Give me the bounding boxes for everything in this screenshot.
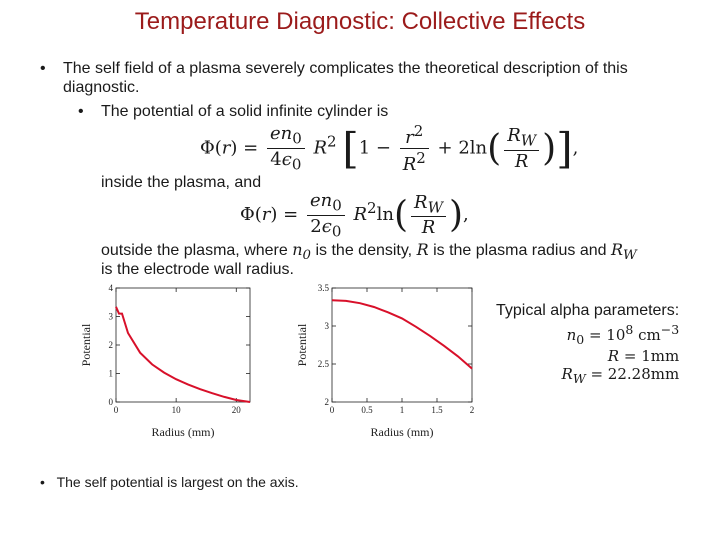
y-tick-label: 2 bbox=[109, 340, 114, 350]
y-tick-label: 2 bbox=[325, 397, 330, 407]
bullet-main-text: The self field of a plasma severely comp… bbox=[63, 60, 628, 96]
y-tick-label: 3 bbox=[109, 312, 114, 322]
param-radius: R = 1mm bbox=[607, 347, 680, 365]
slide-title: Temperature Diagnostic: Collective Effec… bbox=[134, 8, 586, 35]
y-tick-label: 4 bbox=[109, 283, 114, 293]
equation-outside: Φ(r) = en0 2ϵ0 R2ln(RW R), bbox=[240, 190, 469, 241]
inside-text: inside the plasma, and bbox=[101, 174, 262, 191]
parameters-box: Typical alpha parameters: n0 = 108 cm−3 … bbox=[496, 302, 679, 386]
param-density: n0 = 108 cm−3 bbox=[566, 322, 680, 347]
potential-vs-radius-inner-chart: 2 2.5 3 3.5 0 0.5 1 1.5 2 Radius (mm) Potential bbox=[295, 283, 475, 439]
x-tick-label: 0.5 bbox=[361, 405, 373, 415]
y-axis-label: Potential bbox=[295, 323, 309, 366]
x-axis-label: Radius (mm) bbox=[371, 425, 434, 439]
plot-frame bbox=[331, 287, 473, 403]
potential-curve bbox=[115, 306, 251, 403]
potential-vs-radius-wide-chart: 0 1 2 3 4 0 10 20 Radius (mm) Potential bbox=[79, 283, 251, 439]
x-tick-label: 1.5 bbox=[431, 405, 443, 415]
outside-text-line1: outside the plasma, where n0 is the dens… bbox=[101, 240, 637, 264]
potential-curve bbox=[331, 299, 473, 370]
x-axis-label: Radius (mm) bbox=[152, 425, 215, 439]
y-tick-label: 0 bbox=[109, 397, 114, 407]
x-tick-label: 20 bbox=[232, 405, 242, 415]
param-wall-radius: RW = 22.28mm bbox=[561, 365, 680, 386]
y-tick-label: 3.5 bbox=[318, 283, 330, 293]
outside-text-line2: is the electrode wall radius. bbox=[101, 261, 294, 278]
sub-bullet-dot: • bbox=[78, 103, 84, 120]
y-axis-label: Potential bbox=[79, 323, 93, 366]
sub-bullet-text: The potential of a solid infinite cylind… bbox=[101, 103, 389, 120]
bottom-bullet-text: The self potential is largest on the axi… bbox=[56, 474, 299, 490]
y-tick-label: 1 bbox=[109, 369, 114, 379]
x-tick-label: 1 bbox=[400, 405, 405, 415]
x-tick-label: 0 bbox=[114, 405, 119, 415]
x-tick-label: 2 bbox=[470, 405, 475, 415]
x-tick-label: 0 bbox=[330, 405, 335, 415]
bullet-dot: • bbox=[40, 60, 46, 77]
equation-inside: Φ(r) = en0 4ϵ0 R2 [1 − r2 R2 + 2ln(RW R)], bbox=[200, 122, 579, 175]
x-tick-label: 10 bbox=[172, 405, 182, 415]
y-tick-label: 3 bbox=[325, 321, 330, 331]
parameters-heading: Typical alpha parameters: bbox=[496, 302, 680, 319]
bottom-bullet: • The self potential is largest on the a… bbox=[40, 474, 299, 490]
y-tick-label: 2.5 bbox=[318, 359, 330, 369]
